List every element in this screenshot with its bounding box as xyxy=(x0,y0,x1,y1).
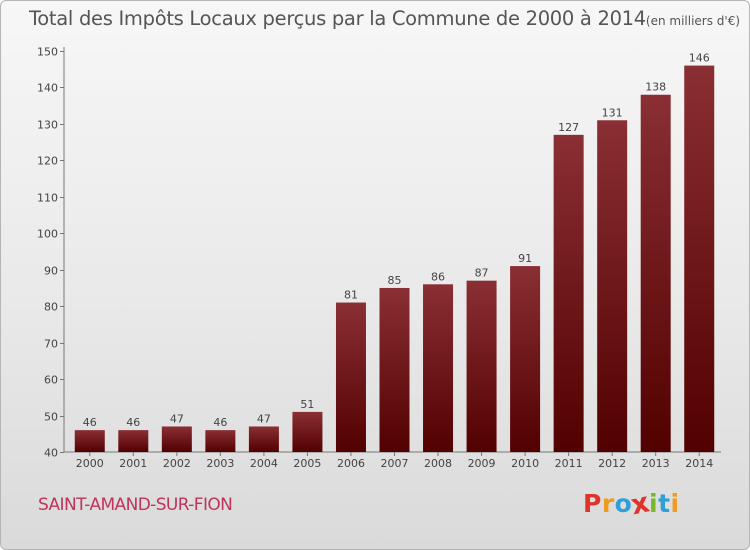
y-tick-label: 90 xyxy=(44,265,58,278)
logo-letter: i xyxy=(649,489,659,518)
x-tick-label: 2010 xyxy=(511,457,539,470)
bar xyxy=(510,266,541,452)
x-tick-label: 2002 xyxy=(163,457,191,470)
y-tick-label: 70 xyxy=(44,338,58,351)
bar xyxy=(205,430,236,452)
bar xyxy=(161,426,192,452)
bar-value-label: 86 xyxy=(431,270,445,283)
y-tick-label: 140 xyxy=(37,82,58,95)
y-tick-label: 60 xyxy=(44,374,58,387)
bar xyxy=(292,411,323,452)
x-tick-label: 2007 xyxy=(381,457,409,470)
y-tick-label: 120 xyxy=(37,155,58,168)
x-tick-label: 2006 xyxy=(337,457,365,470)
bar-value-label: 46 xyxy=(213,416,227,429)
y-tick-label: 150 xyxy=(37,46,58,59)
x-tick-label: 2000 xyxy=(76,457,104,470)
logo-letter: i xyxy=(670,489,680,518)
bar xyxy=(553,134,584,452)
bar-value-label: 138 xyxy=(645,81,666,94)
bar-value-label: 46 xyxy=(126,416,140,429)
x-tick-label: 2001 xyxy=(119,457,147,470)
x-tick-label: 2008 xyxy=(424,457,452,470)
x-tick-label: 2014 xyxy=(685,457,713,470)
bar-value-label: 81 xyxy=(344,289,358,302)
commune-name: SAINT-AMAND-SUR-FION xyxy=(38,495,233,515)
bar xyxy=(423,284,454,452)
x-tick-label: 2013 xyxy=(642,457,670,470)
logo-letter: r xyxy=(601,489,615,518)
bar-value-label: 87 xyxy=(475,267,489,280)
bar-value-label: 146 xyxy=(689,52,710,65)
bar xyxy=(335,302,366,452)
logo-letter: P xyxy=(583,489,602,518)
bar xyxy=(74,430,105,452)
chart-title: Total des Impôts Locaux perçus par la Co… xyxy=(29,7,740,30)
y-tick-label: 40 xyxy=(44,447,58,460)
x-tick-label: 2003 xyxy=(206,457,234,470)
y-tick-label: 50 xyxy=(44,411,58,424)
bar-value-label: 85 xyxy=(388,274,402,287)
y-tick-label: 80 xyxy=(44,301,58,314)
x-tick-label: 2005 xyxy=(293,457,321,470)
bar-value-label: 51 xyxy=(300,398,314,411)
bar-value-label: 127 xyxy=(558,121,579,134)
bar-value-label: 91 xyxy=(518,252,532,265)
bar-value-label: 47 xyxy=(257,412,271,425)
bar-value-label: 47 xyxy=(170,412,184,425)
x-tick-label: 2012 xyxy=(598,457,626,470)
y-tick-label: 110 xyxy=(37,192,58,205)
bar xyxy=(118,430,149,452)
x-tick-label: 2011 xyxy=(555,457,583,470)
bar xyxy=(379,287,410,452)
logo-letter: t xyxy=(658,489,671,518)
bar xyxy=(640,94,671,452)
y-tick-label: 100 xyxy=(37,228,58,241)
bar xyxy=(466,280,497,452)
bar xyxy=(684,65,715,452)
chart-title-text: Total des Impôts Locaux perçus par la Co… xyxy=(29,7,646,30)
bar-value-label: 131 xyxy=(602,106,623,119)
bar-value-label: 46 xyxy=(83,416,97,429)
y-tick-label: 130 xyxy=(37,119,58,132)
x-tick-label: 2009 xyxy=(468,457,496,470)
proxiti-logo: Proxiti xyxy=(583,486,680,521)
logo-letter: o xyxy=(614,489,633,518)
chart-title-unit: (en milliers d'€) xyxy=(645,14,741,28)
x-tick-label: 2004 xyxy=(250,457,278,470)
bar xyxy=(248,426,279,452)
bar xyxy=(597,120,628,452)
